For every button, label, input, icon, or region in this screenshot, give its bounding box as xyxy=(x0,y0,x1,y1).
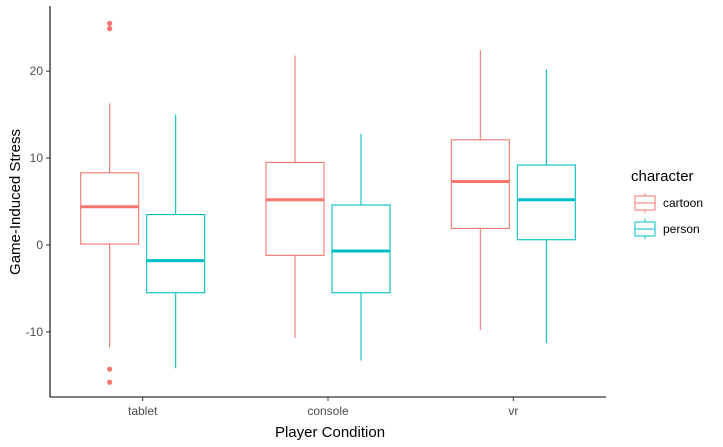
y-tick-label: 20 xyxy=(30,64,44,78)
x-tick-label: tablet xyxy=(128,404,158,418)
y-tick-label: 10 xyxy=(30,151,44,165)
y-tick-label: -10 xyxy=(26,325,44,339)
outlier-point xyxy=(107,366,113,372)
x-tick-label: vr xyxy=(508,404,518,418)
y-tick-label: 0 xyxy=(36,238,43,252)
legend-item-cartoon: cartoon xyxy=(634,193,703,213)
outlier-point xyxy=(107,379,113,385)
box-cartoon-console xyxy=(265,55,325,338)
box-person-console xyxy=(331,133,391,361)
iqr-box xyxy=(450,139,510,229)
y-axis-title: Game-Induced Stress xyxy=(7,129,24,275)
iqr-box xyxy=(331,204,391,294)
box-cartoon-tablet xyxy=(80,20,140,385)
outlier-point xyxy=(107,20,113,26)
legend-items: cartoon person xyxy=(634,193,703,239)
box-person-tablet xyxy=(146,114,206,369)
iqr-box xyxy=(516,164,576,241)
x-axis-title: Player Condition xyxy=(275,424,385,441)
legend: character cartoon person xyxy=(631,168,703,239)
iqr-box xyxy=(146,213,206,294)
legend-label: person xyxy=(663,222,700,236)
box-person-vr xyxy=(516,69,576,344)
plot-area: -10 0 10 20 tablet console vr xyxy=(26,6,606,418)
x-tick-label: console xyxy=(307,404,349,418)
iqr-box xyxy=(265,161,325,256)
outlier-point xyxy=(107,25,113,32)
legend-item-person: person xyxy=(634,219,700,239)
box-cartoon-vr xyxy=(450,50,510,331)
legend-label: cartoon xyxy=(663,196,703,210)
legend-title: character xyxy=(631,168,694,185)
iqr-box xyxy=(80,172,140,245)
